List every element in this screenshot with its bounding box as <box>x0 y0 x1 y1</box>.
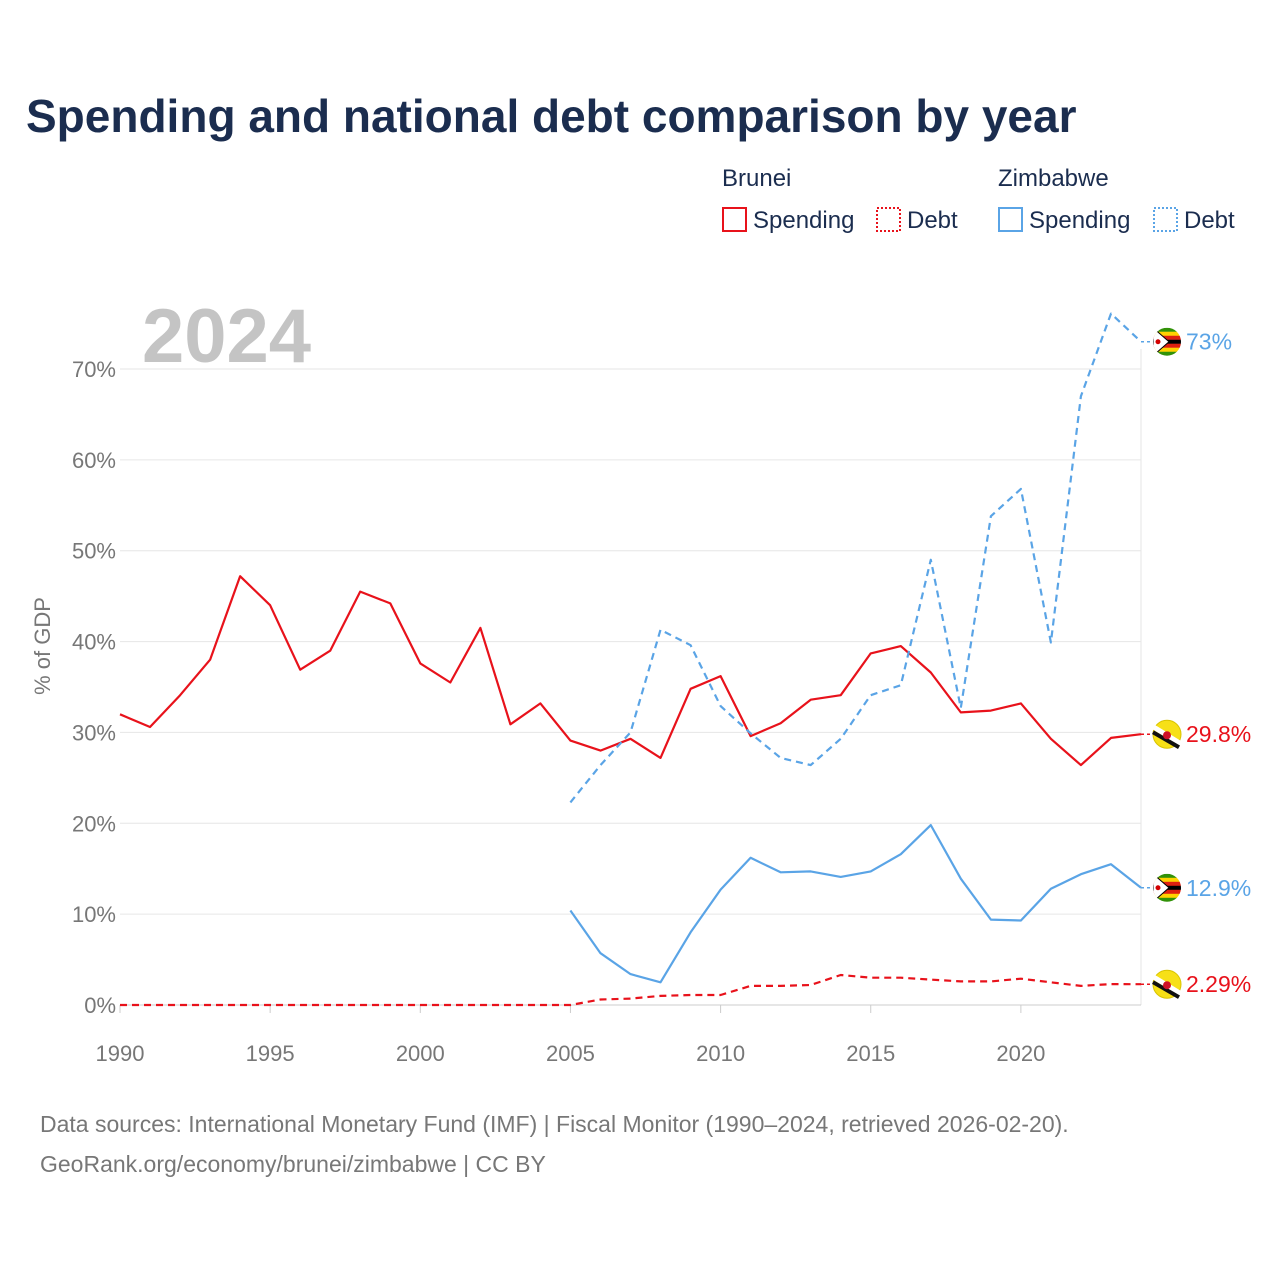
y-tick-label-70: 70% <box>72 357 116 382</box>
y-tick-label-0: 0% <box>84 993 116 1018</box>
brunei-flag-emblem <box>1163 981 1171 990</box>
y-tick-label-60: 60% <box>72 448 116 473</box>
end-marker-brunei-spending: 29.8% <box>1141 719 1251 749</box>
end-marker-zimbabwe-debt: 73% <box>1141 327 1232 356</box>
zimbabwe-flag-stripe <box>1153 347 1181 352</box>
zimbabwe-flag-stripe <box>1153 335 1181 340</box>
zimbabwe-flag-stripe <box>1153 897 1181 902</box>
legend-swatch-brunei-debt <box>876 207 901 232</box>
zimbabwe-flag-triangle <box>1153 327 1170 356</box>
y-tick-label-30: 30% <box>72 720 116 745</box>
series-line-brunei-spending <box>119 575 1142 767</box>
y-tick-label-40: 40% <box>72 630 116 655</box>
zimbabwe-flag-stripe <box>1153 881 1181 886</box>
y-tick-label-10: 10% <box>72 902 116 927</box>
legend-swatch-brunei-spending <box>722 207 747 232</box>
legend-label-zimbabwe-spending: Spending <box>1029 207 1130 234</box>
legend-label-brunei-spending: Spending <box>753 207 854 234</box>
end-markers: 29.8% 2.29% 12.9% 73% <box>1141 327 1251 999</box>
source-line-1: Data sources: International Monetary Fun… <box>40 1111 1069 1137</box>
y-axis-label: % of GDP <box>30 597 55 695</box>
zimbabwe-flag-triangle <box>1153 873 1170 902</box>
year-watermark: 2024 <box>142 294 311 379</box>
x-tick-label-2005: 2005 <box>546 1041 595 1066</box>
end-marker-zimbabwe-spending: 12.9% <box>1141 873 1251 902</box>
zimbabwe-flag-icon <box>1153 873 1181 902</box>
zimbabwe-flag-stripe <box>1153 343 1181 348</box>
zimbabwe-flag-stripe <box>1153 327 1181 332</box>
zimbabwe-flag-star <box>1155 885 1161 891</box>
y-tick-label-20: 20% <box>72 811 116 836</box>
y-tick-label-50: 50% <box>72 539 116 564</box>
zimbabwe-flag-stripe <box>1153 877 1181 882</box>
legend-swatch-zimbabwe-debt <box>1153 207 1178 232</box>
zimbabwe-flag-stripe <box>1153 889 1181 894</box>
end-label-brunei-debt: 2.29% <box>1186 971 1251 997</box>
zimbabwe-flag-icon <box>1153 327 1181 356</box>
legend: Brunei Spending Debt Zimbabwe Spending D… <box>722 165 1235 234</box>
series-line-zimbabwe-spending <box>569 823 1142 984</box>
brunei-flag-emblem <box>1163 731 1171 740</box>
axis-ticks: 0% 10% 20% 30% 40% 50% 60% 70% 1990 1995 2000 2005 2… <box>72 357 1141 1066</box>
end-label-zimbabwe-spending: 12.9% <box>1186 875 1251 901</box>
series-line-brunei-debt <box>120 973 1142 1007</box>
x-tick-label-2000: 2000 <box>396 1041 445 1066</box>
x-tick-label-2010: 2010 <box>696 1041 745 1066</box>
source-line-2: GeoRank.org/economy/brunei/zimbabwe | CC… <box>40 1151 546 1177</box>
zimbabwe-flag-star <box>1155 339 1161 345</box>
legend-swatch-zimbabwe-spending <box>998 207 1023 232</box>
end-label-zimbabwe-debt: 73% <box>1186 329 1232 355</box>
chart-title: Spending and national debt comparison by… <box>26 90 1077 142</box>
end-label-brunei-spending: 29.8% <box>1186 721 1251 747</box>
zimbabwe-flag-stripe <box>1153 873 1181 878</box>
x-tick-label-2020: 2020 <box>996 1041 1045 1066</box>
legend-country-zimbabwe: Zimbabwe <box>998 165 1109 192</box>
end-marker-brunei-debt: 2.29% <box>1141 969 1251 999</box>
zimbabwe-flag-stripe <box>1153 331 1181 336</box>
legend-country-brunei: Brunei <box>722 165 791 192</box>
x-tick-label-1990: 1990 <box>96 1041 145 1066</box>
zimbabwe-flag-stripe <box>1153 351 1181 356</box>
x-tick-label-2015: 2015 <box>846 1041 895 1066</box>
legend-label-zimbabwe-debt: Debt <box>1184 207 1235 234</box>
series-lines <box>119 312 1142 1007</box>
brunei-flag-black-stripe <box>1152 980 1180 999</box>
brunei-flag-black-stripe <box>1152 730 1180 749</box>
zimbabwe-flag-stripe <box>1153 893 1181 898</box>
grid-lines <box>120 349 1142 1006</box>
series-line-zimbabwe-debt <box>569 312 1142 804</box>
x-tick-label-1995: 1995 <box>246 1041 295 1066</box>
legend-label-brunei-debt: Debt <box>907 207 958 234</box>
